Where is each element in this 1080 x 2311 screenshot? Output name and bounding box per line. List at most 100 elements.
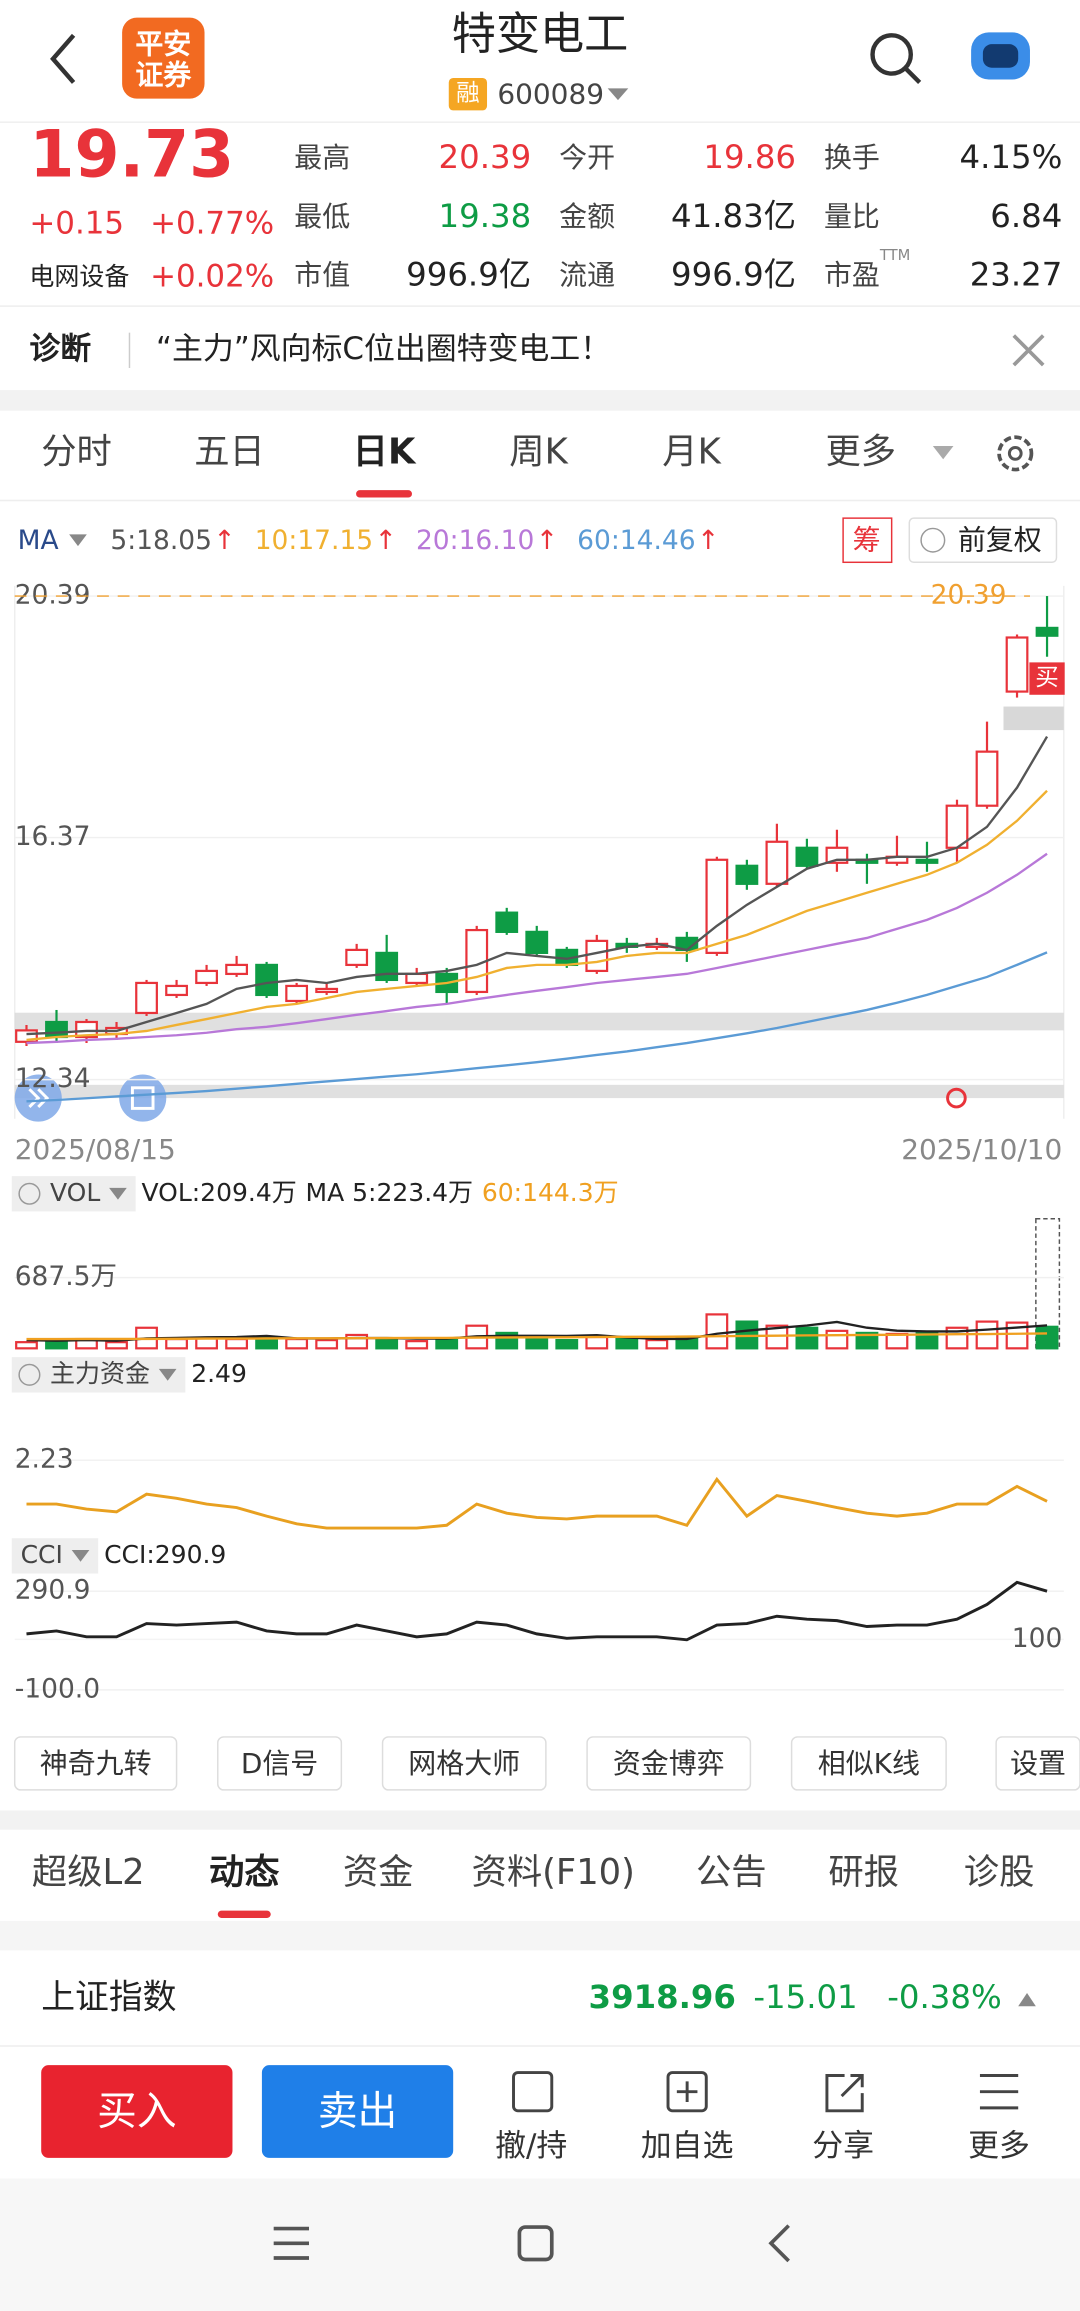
assistant-icon bbox=[982, 44, 1019, 68]
buy-label: 买入 bbox=[97, 2088, 176, 2134]
volume-bar bbox=[15, 1341, 38, 1350]
legend-entry: 5:18.05 bbox=[110, 525, 212, 556]
expand-index[interactable] bbox=[1018, 1993, 1036, 2007]
field-label: 最高 bbox=[294, 141, 350, 174]
action-label[interactable]: 更多 bbox=[968, 2128, 1030, 2164]
back-button[interactable] bbox=[50, 33, 76, 84]
volume-bar bbox=[585, 1335, 609, 1350]
trend-marker: ↑ bbox=[375, 525, 397, 556]
tab-indicator bbox=[217, 1910, 271, 1918]
nav-back[interactable] bbox=[768, 2224, 790, 2263]
field-value: 996.9亿 bbox=[406, 256, 531, 294]
candle-body bbox=[1035, 626, 1059, 637]
overlay-band bbox=[1003, 706, 1064, 731]
index-change: -15.01 bbox=[753, 1978, 857, 2016]
legend-title: MA bbox=[18, 525, 59, 556]
legend-entry: 60:14.46 bbox=[577, 525, 695, 556]
volume-bar bbox=[705, 1313, 729, 1350]
volume-bar bbox=[435, 1339, 459, 1350]
field-label: 金额 bbox=[559, 200, 615, 233]
indicator-button[interactable] bbox=[995, 1736, 1080, 1791]
field-value: 41.83亿 bbox=[671, 197, 796, 235]
indicator-button[interactable] bbox=[13, 1736, 178, 1791]
indicator-readout: VOL:209.4万 bbox=[141, 1178, 296, 1207]
candle-body bbox=[795, 846, 819, 867]
indicator-button[interactable] bbox=[217, 1736, 343, 1791]
indicator-button-label: D信号 bbox=[241, 1747, 318, 1780]
indicator-button-label: 设置 bbox=[1010, 1747, 1066, 1780]
pe-note: TTM bbox=[879, 247, 910, 264]
section-tab[interactable]: 资金 bbox=[343, 1852, 414, 1893]
period-tab[interactable]: 更多 bbox=[825, 431, 896, 472]
indicator-button[interactable] bbox=[381, 1736, 547, 1791]
sector-change: +0.02% bbox=[150, 259, 274, 295]
indicator-button-label: 资金博弈 bbox=[613, 1747, 725, 1780]
nav-menu[interactable] bbox=[273, 2226, 309, 2260]
sector: 电网设备 bbox=[29, 262, 129, 291]
dropdown-icon bbox=[158, 1368, 177, 1381]
period-tab[interactable]: 月K bbox=[662, 431, 721, 472]
y-tick-label: -100.0 bbox=[15, 1673, 100, 1704]
field-value: 19.38 bbox=[439, 197, 532, 235]
indicator-button[interactable] bbox=[790, 1736, 947, 1791]
chips-button[interactable] bbox=[842, 517, 893, 564]
dropdown-icon bbox=[71, 1549, 90, 1562]
diagnosis-text[interactable]: “主力”风向标C位出圈特变电工！ bbox=[156, 331, 611, 367]
candle-body bbox=[345, 948, 369, 967]
ma-line bbox=[26, 789, 1048, 1042]
indicator-button[interactable] bbox=[586, 1736, 752, 1791]
field-value: 6.84 bbox=[990, 197, 1062, 235]
candle-body bbox=[285, 984, 309, 1003]
period-tab[interactable]: 周K bbox=[509, 431, 568, 472]
indicator-selector[interactable] bbox=[11, 1357, 186, 1393]
section-tab[interactable]: 诊股 bbox=[964, 1852, 1035, 1893]
fullscreen-button[interactable] bbox=[119, 1074, 167, 1122]
trend-marker: ↑ bbox=[697, 525, 719, 556]
dropdown-icon[interactable] bbox=[69, 534, 87, 547]
candle-body bbox=[765, 840, 789, 885]
index-value: 3918.96 bbox=[589, 1978, 736, 2016]
period-tab[interactable]: 分时 bbox=[41, 431, 112, 472]
action-label[interactable]: 加自选 bbox=[641, 2128, 734, 2164]
nav-home[interactable] bbox=[517, 2225, 554, 2262]
section-tab[interactable]: 超级L2 bbox=[32, 1852, 145, 1893]
field-label: 量比 bbox=[824, 200, 880, 233]
section-tab[interactable]: 动态 bbox=[209, 1852, 280, 1893]
info-icon bbox=[920, 527, 946, 553]
buy-button[interactable] bbox=[41, 2065, 233, 2158]
legend-entry: 20:16.10 bbox=[416, 525, 534, 556]
period-tab[interactable]: 日K bbox=[353, 431, 417, 472]
settings-icon[interactable] bbox=[997, 435, 1034, 472]
volume-bar bbox=[285, 1337, 309, 1350]
section-tab[interactable]: 研报 bbox=[828, 1852, 899, 1893]
event-marker[interactable] bbox=[946, 1087, 967, 1109]
info-icon bbox=[18, 1182, 41, 1205]
volume-ma-line bbox=[26, 1320, 1048, 1342]
candle-body bbox=[15, 1029, 38, 1043]
action-label[interactable]: 分享 bbox=[812, 2128, 874, 2164]
field-label: 市盈 bbox=[824, 259, 880, 292]
y-tick-label: 16.37 bbox=[15, 821, 91, 852]
close-icon[interactable] bbox=[1012, 334, 1045, 367]
candle-body bbox=[705, 858, 729, 955]
index-change-pct: -0.38% bbox=[887, 1978, 1001, 2016]
sell-button[interactable] bbox=[261, 2065, 454, 2158]
adjust-button[interactable] bbox=[908, 517, 1058, 564]
period-tab[interactable]: 五日 bbox=[194, 431, 265, 472]
stock-code: 600089 bbox=[497, 78, 604, 111]
spacer bbox=[0, 390, 1080, 411]
high-marker-label: 20.39 bbox=[931, 580, 1007, 611]
dropdown-icon[interactable] bbox=[607, 88, 629, 101]
logo-text: 证券 bbox=[135, 59, 192, 92]
dropdown-icon[interactable] bbox=[932, 446, 954, 460]
section-tab[interactable]: 公告 bbox=[696, 1852, 767, 1893]
indicator-line bbox=[26, 1580, 1048, 1642]
candle-body bbox=[915, 858, 939, 864]
search-icon[interactable] bbox=[870, 33, 913, 76]
field-value: 19.86 bbox=[703, 138, 796, 176]
field-label: 流通 bbox=[559, 259, 615, 292]
margin-tag-bg bbox=[448, 78, 488, 111]
action-label[interactable]: 撤/持 bbox=[495, 2128, 567, 2164]
candle-body bbox=[165, 984, 188, 997]
section-tab[interactable]: 资料(F10) bbox=[472, 1852, 635, 1893]
